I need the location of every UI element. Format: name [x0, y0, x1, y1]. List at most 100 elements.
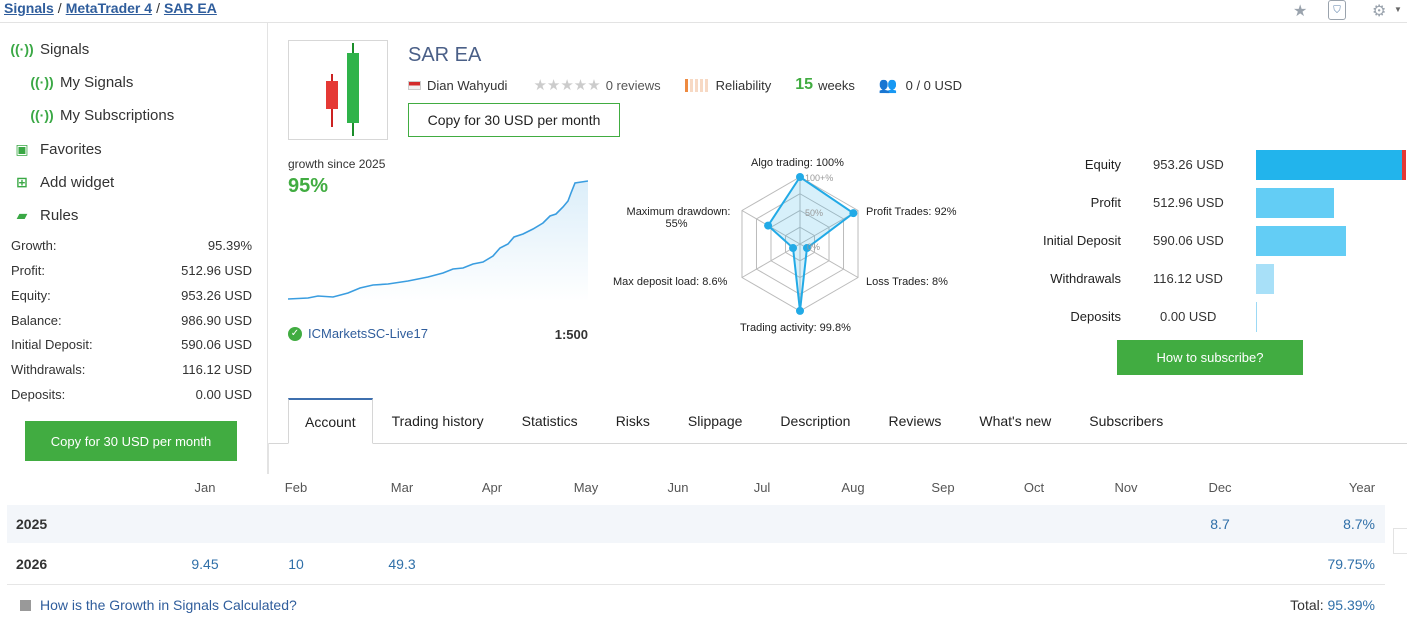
radar-point — [796, 173, 804, 181]
tab-trading-history[interactable]: Trading history — [391, 413, 484, 429]
flag-icon — [408, 80, 421, 90]
sidebar-item-add-widget[interactable]: ⊞ Add widget — [12, 171, 114, 193]
total-growth: Total: 95.39% — [1290, 597, 1375, 613]
info-icon — [20, 599, 31, 611]
month-cell[interactable]: 49.3 — [388, 556, 416, 572]
stat-deposits: Deposits: 0.00 USD — [11, 387, 252, 402]
sidebar-item-my-subscriptions[interactable]: ((·)) My Subscriptions — [30, 106, 175, 124]
tab-subscribers[interactable]: Subscribers — [1089, 413, 1164, 429]
radar-point — [789, 244, 798, 253]
stat-profit: Profit: 512.96 USD — [11, 263, 252, 278]
radar-label-profit-trades: Profit Trades: 92% — [866, 206, 957, 218]
rules-icon: ▰ — [16, 206, 28, 223]
breadcrumb-sar-ea[interactable]: SAR EA — [163, 0, 217, 16]
radar-label-deposit-load: Max deposit load: 8.6% — [613, 276, 728, 288]
month-header: Jan — [194, 480, 216, 495]
star-icon[interactable]: ★ — [1293, 3, 1308, 20]
breadcrumb: Signals / MetaTrader 4/SAR EA — [4, 0, 217, 16]
profit-label: Profit — [1090, 195, 1121, 210]
author-link[interactable]: Dian Wahyudi — [427, 77, 508, 93]
weeks-label: weeks — [818, 77, 855, 93]
my-signals-icon: ((·)) — [30, 74, 54, 90]
sidebar-item-my-signals[interactable]: ((·)) My Signals — [30, 73, 134, 91]
tab-statistics[interactable]: Statistics — [521, 413, 578, 429]
reliability-label: Reliability — [715, 77, 772, 93]
month-header: Oct — [1023, 480, 1045, 495]
month-header: Jul — [753, 480, 771, 495]
signal-meta: Dian Wahyudi ★★★★★ 0 reviews Reliability… — [408, 76, 962, 94]
withdrawals-bar — [1256, 264, 1274, 294]
tab-whats-new[interactable]: What's new — [979, 413, 1052, 429]
bookmark-icon[interactable]: ⛉ — [1328, 0, 1346, 20]
month-cell[interactable]: 10 — [288, 556, 304, 572]
growth-value: 95% — [288, 175, 329, 197]
stat-equity: Equity: 953.26 USD — [11, 288, 252, 303]
scroll-handle[interactable] — [1393, 528, 1407, 554]
subscribers-count: 0 / 0 USD — [905, 77, 962, 93]
month-header: Apr — [481, 480, 503, 495]
month-cell[interactable]: 8.7 — [1210, 516, 1230, 532]
radar-chart: Algo trading: 100% Profit Trades: 92% Lo… — [600, 150, 980, 345]
tab-risks[interactable]: Risks — [615, 413, 650, 429]
radar-label-activity: Trading activity: 99.8% — [740, 322, 851, 334]
row-year: 2025 — [16, 516, 48, 532]
row-total: 8.7% — [1343, 516, 1375, 532]
radar-label-loss-trades: Loss Trades: 8% — [866, 276, 948, 288]
breadcrumb-metatrader4[interactable]: MetaTrader 4 — [65, 0, 153, 16]
verified-shield-icon: ✓ — [288, 326, 302, 341]
signal-icon: ((·)) — [10, 41, 34, 57]
month-header: Mar — [390, 480, 414, 495]
sidebar-item-favorites[interactable]: ▣ Favorites — [12, 138, 101, 160]
sidebar: ((·)) Signals ((·)) My Signals ((·)) My Sub… — [0, 23, 268, 474]
breadcrumb-signals[interactable]: Signals — [4, 0, 54, 16]
year-header: Year — [1348, 480, 1376, 495]
initial-deposit-bar — [1256, 226, 1346, 256]
growth-label: growth since 2025 — [288, 157, 386, 171]
month-header: Dec — [1208, 480, 1232, 495]
sidebar-copy-button[interactable]: Copy for 30 USD per month — [25, 421, 237, 461]
table-row: 2025 8.7% 8.7 — [7, 505, 1385, 543]
copy-button[interactable]: Copy for 30 USD per month — [408, 103, 620, 137]
signal-logo — [288, 40, 388, 140]
deposits-label: Deposits — [1070, 309, 1121, 324]
reviews-link[interactable]: 0 reviews — [605, 77, 661, 93]
how-to-subscribe-button[interactable]: How to subscribe? — [1117, 340, 1303, 375]
month-header: Sep — [931, 480, 955, 495]
row-year: 2026 — [16, 556, 48, 572]
equity-label: Equity — [1084, 157, 1121, 172]
month-header: Nov — [1114, 480, 1138, 495]
deposits-bar — [1256, 302, 1257, 332]
profit-bar — [1256, 188, 1334, 218]
page-title: SAR EA — [408, 44, 482, 66]
month-header: Jun — [667, 480, 689, 495]
radar-point — [796, 306, 804, 315]
tab-reviews[interactable]: Reviews — [888, 413, 942, 429]
sidebar-item-rules[interactable]: ▰ Rules — [12, 204, 79, 226]
topbar-divider — [0, 22, 1407, 23]
subscriptions-icon: ((·)) — [30, 107, 54, 123]
gear-icon[interactable]: ⚙ — [1372, 3, 1387, 20]
tabs-divider — [268, 443, 1407, 444]
reliability-icon — [684, 78, 710, 92]
faq-link[interactable]: How is the Growth in Signals Calculated? — [20, 597, 297, 613]
growth-chart — [288, 180, 588, 302]
subscribers-icon: 👥 — [878, 77, 898, 94]
radar-point — [849, 209, 858, 218]
weeks-count: 15 — [795, 76, 814, 93]
broker-link[interactable]: ✓ ICMarketsSC-Live17 — [288, 326, 428, 341]
stat-growth: Growth: 95.39% — [11, 238, 252, 253]
tab-slippage[interactable]: Slippage — [687, 413, 743, 429]
stat-balance: Balance: 986.90 USD — [11, 313, 252, 328]
radar-scale-0: 0% — [807, 242, 821, 252]
chevron-down-icon[interactable]: ▼ — [1394, 5, 1402, 14]
radar-point — [802, 244, 811, 253]
withdrawals-value: 116.12 USD — [1153, 271, 1223, 286]
initial-deposit-label: Initial Deposit — [1042, 233, 1121, 248]
sidebar-item-signals[interactable]: ((·)) Signals — [10, 40, 90, 58]
tab-description[interactable]: Description — [780, 413, 851, 429]
radar-label-algo: Algo trading: 100% — [751, 157, 844, 169]
radar-scale-100: 100+% — [805, 173, 834, 183]
month-cell[interactable]: 9.45 — [191, 556, 219, 572]
equity-value: 953.26 USD — [1153, 157, 1224, 172]
tab-account[interactable]: Account — [288, 398, 373, 444]
